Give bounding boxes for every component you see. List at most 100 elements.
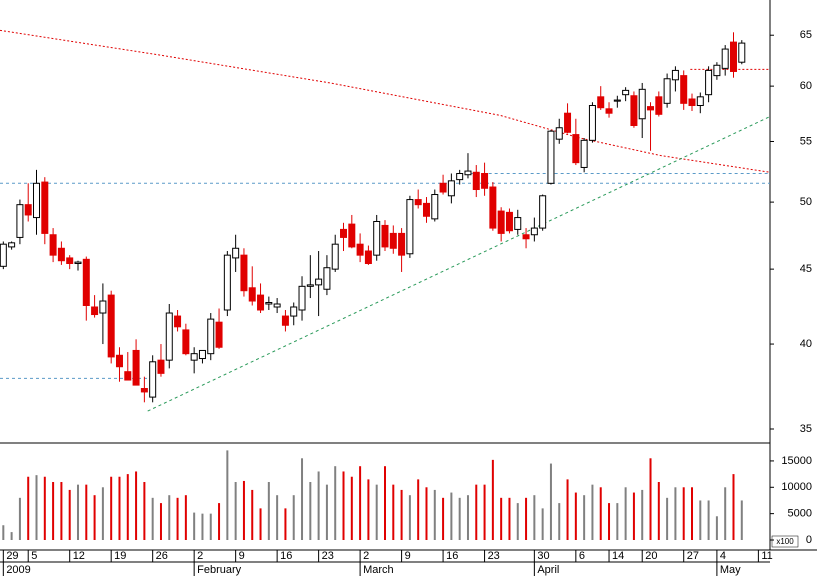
candle-body bbox=[514, 217, 522, 230]
candle-body bbox=[381, 224, 389, 248]
volume-bar bbox=[201, 513, 204, 540]
candle-body bbox=[481, 173, 489, 189]
candle-body bbox=[273, 303, 281, 308]
candle-body bbox=[364, 250, 372, 265]
candle-body bbox=[331, 243, 339, 270]
volume-bar bbox=[60, 482, 63, 540]
candle-body bbox=[198, 349, 206, 360]
volume-bar bbox=[740, 500, 743, 540]
candle-body bbox=[0, 243, 7, 267]
volume-bar bbox=[574, 492, 577, 540]
month-label: February bbox=[197, 564, 242, 576]
month-label: May bbox=[720, 564, 741, 576]
candle-body bbox=[564, 112, 572, 133]
candle-body bbox=[340, 228, 348, 238]
candle-body bbox=[398, 232, 406, 256]
x-tick-label: 30 bbox=[537, 550, 549, 562]
volume-bar bbox=[218, 503, 221, 540]
y-tick-label: 45 bbox=[800, 263, 812, 275]
candle-body bbox=[140, 388, 148, 393]
candle-body bbox=[539, 195, 547, 229]
volume-bar bbox=[433, 489, 436, 540]
candle-body bbox=[713, 64, 721, 77]
candle-body bbox=[57, 247, 65, 262]
candle-body bbox=[447, 180, 455, 197]
candle-body bbox=[671, 69, 679, 81]
volume-tick-label: 0 bbox=[806, 534, 812, 546]
candle-body bbox=[389, 232, 397, 249]
volume-bar bbox=[334, 466, 337, 540]
candle-body bbox=[99, 300, 107, 314]
candle-body bbox=[738, 42, 746, 63]
candle-body bbox=[622, 89, 630, 96]
candle-body bbox=[82, 258, 90, 306]
candle-body bbox=[472, 171, 480, 191]
volume-bar bbox=[10, 532, 13, 540]
volume-bar bbox=[309, 482, 312, 540]
volume-bar bbox=[18, 497, 21, 540]
volume-bar bbox=[93, 495, 96, 540]
candle-body bbox=[580, 139, 588, 168]
volume-bar bbox=[641, 489, 644, 540]
candle-body bbox=[356, 243, 364, 256]
candle-body bbox=[597, 96, 605, 109]
volume-bar bbox=[549, 463, 552, 540]
volume-bar bbox=[657, 482, 660, 540]
volume-bar bbox=[508, 497, 511, 540]
volume-bar bbox=[442, 497, 445, 540]
x-tick-label: 16 bbox=[446, 550, 458, 562]
candle-body bbox=[107, 294, 115, 358]
volume-bar bbox=[184, 495, 187, 540]
candle-body bbox=[705, 69, 713, 96]
x-tick-label: 11 bbox=[761, 550, 772, 562]
x-tick-label: 4 bbox=[720, 550, 726, 562]
volume-bar bbox=[558, 503, 561, 540]
volume-bar bbox=[682, 487, 685, 540]
volume-bar bbox=[408, 495, 411, 540]
candle-body bbox=[265, 302, 273, 305]
volume-bar bbox=[591, 484, 594, 540]
candle-body bbox=[348, 223, 356, 248]
volume-bar bbox=[43, 476, 46, 540]
candle-body bbox=[132, 349, 140, 386]
volume-bar bbox=[566, 479, 569, 540]
x-tick-label: 12 bbox=[73, 550, 85, 562]
candle-body bbox=[74, 261, 82, 265]
volume-bar bbox=[151, 497, 154, 540]
volume-bar bbox=[674, 487, 677, 540]
volume-bar bbox=[143, 482, 146, 540]
month-label: 2009 bbox=[6, 564, 30, 576]
volume-bar bbox=[259, 508, 262, 540]
y-tick-label: 50 bbox=[800, 196, 812, 208]
candle-body bbox=[630, 95, 638, 126]
volume-bar bbox=[417, 479, 420, 540]
volume-bar bbox=[632, 492, 635, 540]
candle-body bbox=[174, 315, 182, 328]
volume-bar bbox=[491, 459, 494, 540]
candle-body bbox=[290, 306, 298, 317]
candle-body bbox=[115, 354, 123, 368]
x-tick-label: 6 bbox=[579, 550, 585, 562]
volume-bar bbox=[450, 492, 453, 540]
volume-bar bbox=[251, 489, 254, 540]
volume-bar bbox=[666, 497, 669, 540]
candle-body bbox=[91, 306, 99, 316]
volume-bar bbox=[292, 495, 295, 540]
x-tick-label: 2 bbox=[363, 550, 369, 562]
volume-bar bbox=[500, 497, 503, 540]
candle-body bbox=[456, 173, 464, 181]
volume-bar bbox=[68, 489, 71, 540]
volume-bar bbox=[27, 476, 30, 540]
candle-body bbox=[572, 134, 580, 164]
volume-bar bbox=[359, 466, 362, 540]
candle-body bbox=[315, 278, 323, 286]
volume-bar bbox=[724, 487, 727, 540]
candle-body bbox=[16, 204, 24, 238]
x-tick-label: 2 bbox=[197, 550, 203, 562]
volume-bar bbox=[226, 450, 229, 540]
candle-body bbox=[489, 186, 497, 229]
volume-bar bbox=[525, 497, 528, 540]
volume-bar bbox=[483, 484, 486, 540]
candle-body bbox=[688, 98, 696, 107]
x-tick-label: 16 bbox=[280, 550, 292, 562]
